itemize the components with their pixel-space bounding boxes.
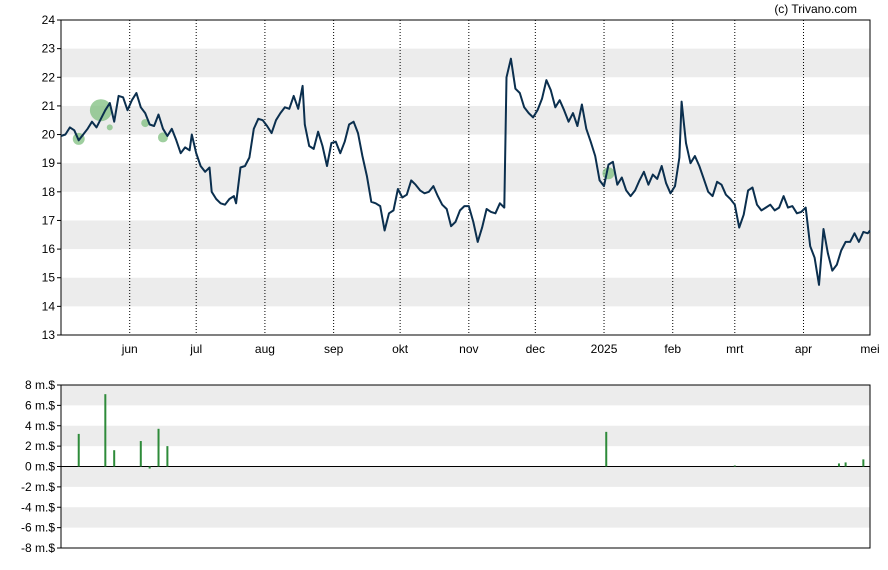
volume-bar xyxy=(77,433,80,467)
volume-bar xyxy=(862,459,865,467)
volume-chart: -8 m.$ -6 m.$ -4 m.$ -2 m.$ 0 m.$ 2 m.$ 4 m.$ 6… xyxy=(21,378,871,555)
price-band xyxy=(61,48,870,78)
volume-band xyxy=(61,507,870,528)
x-tick-label: aug xyxy=(255,342,275,356)
x-tick-label: dec xyxy=(526,342,545,356)
volume-bar xyxy=(113,450,116,467)
volume-y-tick-label: 4 m.$ xyxy=(25,419,55,433)
trade-bubble xyxy=(157,132,168,143)
y-tick-label: 19 xyxy=(42,156,56,170)
volume-y-tick-label: 6 m.$ xyxy=(25,398,55,412)
volume-y-tick-label: 0 m.$ xyxy=(25,460,55,474)
x-tick-label: feb xyxy=(664,342,681,356)
volume-y-tick-label: 8 m.$ xyxy=(25,378,55,392)
trade-bubble xyxy=(106,124,113,131)
x-tick-label: 2025 xyxy=(591,342,618,356)
price-plot-frame xyxy=(60,19,871,336)
volume-y-tick-label: 2 m.$ xyxy=(25,439,55,453)
y-tick-label: 24 xyxy=(42,13,56,27)
y-tick-label: 18 xyxy=(42,185,56,199)
price-line xyxy=(60,57,871,286)
volume-bar xyxy=(844,462,847,467)
trade-bubble xyxy=(89,99,112,122)
trade-bubble xyxy=(141,119,150,128)
volume-y-tick-label: -4 m.$ xyxy=(21,500,55,514)
volume-band xyxy=(61,425,870,447)
volume-y-tick-label: -8 m.$ xyxy=(21,541,55,555)
x-tick-label: okt xyxy=(392,342,409,356)
price-band xyxy=(61,163,870,192)
volume-bar xyxy=(104,394,107,467)
volume-bar xyxy=(837,463,840,467)
y-tick-label: 17 xyxy=(42,213,56,227)
price-band xyxy=(61,277,870,307)
y-tick-label: 21 xyxy=(42,99,56,113)
volume-bar xyxy=(139,441,142,467)
y-tick-label: 16 xyxy=(42,242,56,256)
volume-y-tick-label: -6 m.$ xyxy=(21,521,55,535)
volume-bar xyxy=(166,446,169,467)
volume-bar xyxy=(157,428,160,467)
x-tick-label: jun xyxy=(121,342,138,356)
x-tick-label: nov xyxy=(459,342,478,356)
x-tick-label: mrt xyxy=(726,342,744,356)
y-tick-label: 20 xyxy=(42,128,56,142)
volume-band xyxy=(61,466,870,487)
y-tick-label: 14 xyxy=(42,299,56,313)
volume-band xyxy=(61,385,870,406)
y-tick-label: 15 xyxy=(42,271,56,285)
credit-text: (c) Trivano.com xyxy=(774,2,857,16)
price-band xyxy=(61,105,870,135)
x-tick-label: sep xyxy=(324,342,344,356)
x-tick-label: apr xyxy=(795,342,812,356)
volume-bar xyxy=(733,465,736,467)
x-tick-label: jul xyxy=(189,342,202,356)
volume-bar xyxy=(605,431,608,467)
x-tick-label: mei xyxy=(860,342,879,356)
volume-y-tick-label: -2 m.$ xyxy=(21,480,55,494)
price-band xyxy=(61,220,870,250)
y-tick-label: 23 xyxy=(42,42,56,56)
volume-bar xyxy=(148,466,151,469)
y-tick-label: 22 xyxy=(42,70,56,84)
price-chart: jun jul aug sep okt nov dec 2025 feb mrt apr mei 13 1… xyxy=(42,13,880,356)
y-tick-label: 13 xyxy=(42,328,56,342)
